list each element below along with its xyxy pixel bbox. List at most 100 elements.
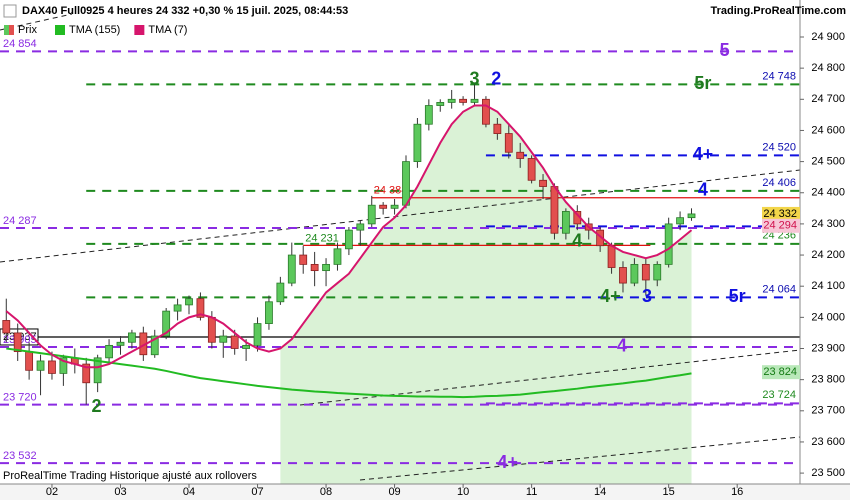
price-tag-label: 24 332 bbox=[763, 208, 797, 220]
legend-icon bbox=[4, 25, 9, 35]
candle-body bbox=[596, 229, 605, 247]
candle-body bbox=[504, 133, 513, 153]
wave-label: 2 bbox=[491, 69, 501, 89]
candle-body bbox=[527, 158, 536, 181]
candle-body bbox=[185, 298, 193, 306]
level-label: 23 724 bbox=[762, 389, 796, 401]
wave-label: 4+ bbox=[693, 144, 714, 164]
candle-body bbox=[470, 98, 479, 103]
candle-body bbox=[253, 323, 262, 346]
price-tag-label: 24 294 bbox=[763, 220, 797, 232]
candle-body bbox=[162, 310, 171, 337]
candle-body bbox=[516, 151, 525, 159]
candle-body bbox=[36, 360, 45, 371]
x-tick-label: 03 bbox=[114, 486, 126, 498]
candle-body bbox=[82, 363, 91, 384]
candle-body bbox=[379, 204, 388, 209]
trend-line bbox=[359, 436, 801, 481]
y-tick-label: 23 500 bbox=[811, 467, 845, 479]
y-tick-label: 24 100 bbox=[811, 280, 845, 292]
y-tick-label: 24 000 bbox=[811, 311, 845, 323]
legend-icon bbox=[9, 25, 14, 35]
chart-title: DAX40 Full0925 4 heures 24 332 +0,30 % 1… bbox=[22, 5, 348, 17]
candle-body bbox=[116, 341, 125, 346]
x-tick-label: 09 bbox=[388, 486, 400, 498]
candle-body bbox=[59, 357, 68, 374]
candle-body bbox=[128, 332, 136, 343]
y-tick-label: 24 600 bbox=[811, 124, 845, 136]
wave-label: 4 bbox=[617, 336, 627, 356]
price-tag-label: 23 824 bbox=[763, 366, 797, 378]
candle-body bbox=[390, 204, 399, 209]
level-label: 24 406 bbox=[762, 177, 796, 189]
level-label: 23 720 bbox=[3, 391, 37, 403]
source: Trading.ProRealTime.com bbox=[710, 5, 846, 17]
candle-body bbox=[196, 298, 205, 318]
x-tick-label: 14 bbox=[594, 486, 606, 498]
candle-body bbox=[493, 123, 502, 134]
legend-label: Prix bbox=[18, 24, 37, 36]
candle-body bbox=[173, 304, 182, 312]
menu-icon[interactable] bbox=[3, 4, 17, 18]
candle-body bbox=[687, 213, 696, 219]
wave-label: 4 bbox=[572, 231, 582, 251]
price-tag bbox=[762, 365, 800, 380]
candle-body bbox=[436, 102, 445, 106]
y-tick-label: 24 200 bbox=[811, 249, 845, 261]
x-tick-label: 15 bbox=[663, 486, 675, 498]
candle-body bbox=[287, 254, 296, 284]
footer: ProRealTime Trading Historique ajusté au… bbox=[3, 470, 257, 482]
candle-body bbox=[402, 161, 410, 206]
y-tick-label: 23 600 bbox=[811, 436, 845, 448]
x-tick-label: 08 bbox=[320, 486, 332, 498]
x-axis-background bbox=[0, 484, 850, 500]
y-tick-label: 24 300 bbox=[811, 218, 845, 230]
level-label: 24 231 bbox=[305, 232, 339, 244]
candle-body bbox=[482, 98, 490, 125]
indicator-line bbox=[5, 104, 693, 369]
level-label: 24 384 bbox=[374, 185, 408, 197]
y-tick-label: 24 800 bbox=[811, 62, 845, 74]
wave-label: 5r bbox=[729, 286, 746, 306]
x-tick-label: 07 bbox=[251, 486, 263, 498]
candle-body bbox=[150, 335, 159, 356]
candle-body bbox=[641, 263, 650, 281]
candle-body bbox=[299, 254, 308, 265]
level-label: 24 064 bbox=[762, 283, 796, 295]
candle-body bbox=[265, 301, 273, 324]
x-tick-label: 11 bbox=[526, 486, 537, 498]
candle-body bbox=[664, 223, 673, 265]
level-label: 23 532 bbox=[3, 450, 37, 462]
area-fill bbox=[280, 105, 692, 484]
candle-body bbox=[344, 229, 353, 250]
price-tag bbox=[762, 206, 800, 221]
candle-body bbox=[93, 357, 102, 384]
fill-layer bbox=[280, 105, 692, 484]
candle-body bbox=[207, 316, 216, 343]
level-label: 24 520 bbox=[762, 141, 796, 153]
x-tick-label: 10 bbox=[457, 486, 469, 498]
y-tick-label: 24 900 bbox=[811, 31, 845, 43]
candle-body bbox=[630, 263, 639, 284]
indicator-line bbox=[6, 347, 692, 399]
y-tick-label: 23 800 bbox=[811, 374, 845, 386]
x-tick-label: 04 bbox=[183, 486, 195, 498]
wave-label: 4+ bbox=[497, 452, 518, 472]
candle-body bbox=[413, 123, 422, 163]
y-tick-label: 24 400 bbox=[811, 187, 845, 199]
level-label: 24 748 bbox=[762, 70, 796, 82]
candle-body bbox=[607, 245, 616, 268]
x-tick-label: 02 bbox=[46, 486, 58, 498]
y-tick-label: 24 500 bbox=[811, 156, 845, 168]
wave-label: 3 bbox=[642, 286, 652, 306]
candle-body bbox=[561, 211, 570, 234]
price-tag bbox=[762, 218, 800, 233]
wave-label: 4 bbox=[698, 180, 708, 200]
candle-body bbox=[13, 332, 22, 353]
level-label: 24 287 bbox=[3, 215, 37, 227]
wave-label: 5 bbox=[720, 40, 730, 60]
candle-body bbox=[322, 263, 330, 272]
